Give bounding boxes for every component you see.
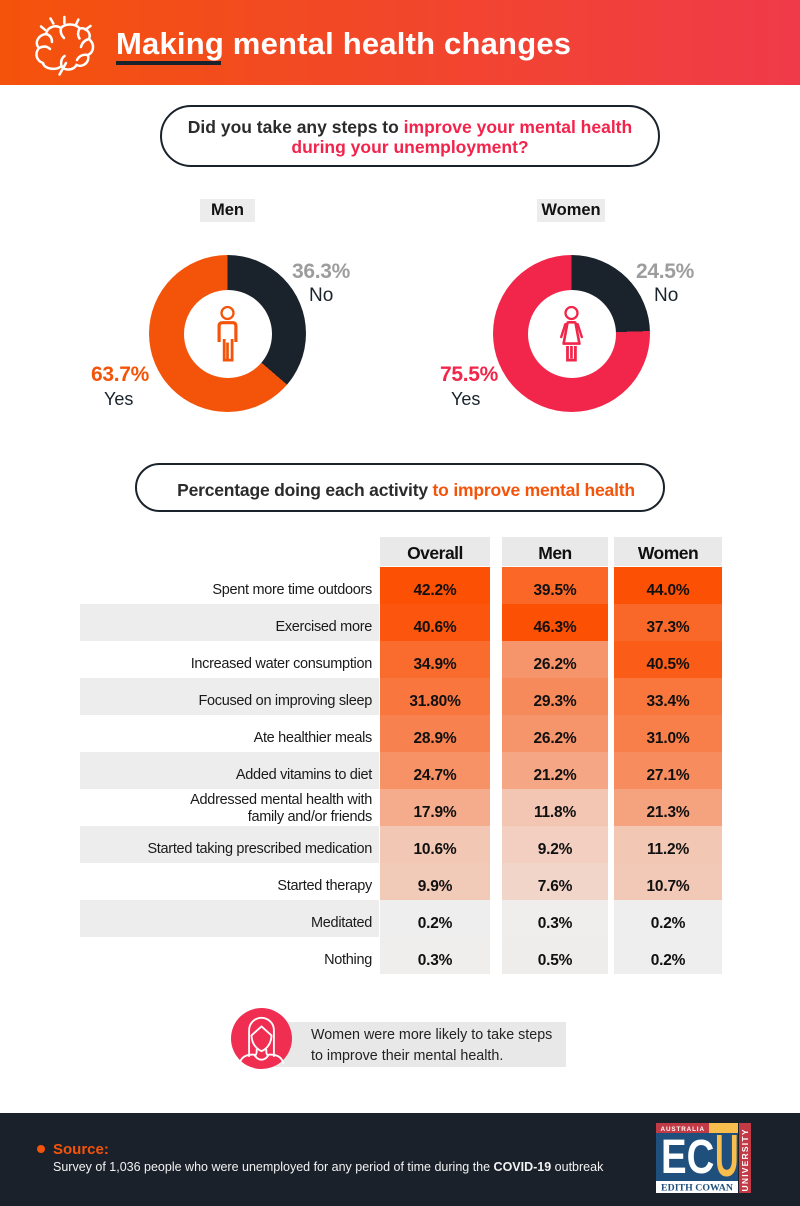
svg-text:EDITH COWAN: EDITH COWAN — [661, 1183, 733, 1194]
svg-text:AUSTRALIA: AUSTRALIA — [661, 1126, 706, 1133]
svg-text:U: U — [715, 1124, 739, 1190]
svg-text:EC: EC — [661, 1131, 714, 1184]
svg-text:UNIVERSITY: UNIVERSITY — [740, 1129, 750, 1191]
